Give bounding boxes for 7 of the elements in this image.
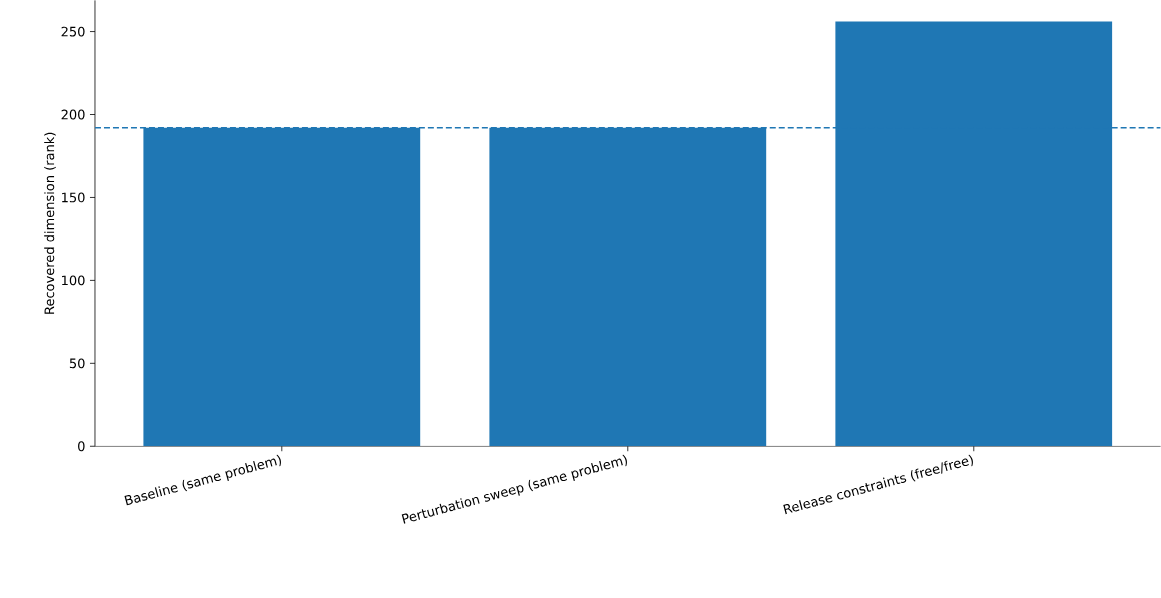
y-tick-label: 250 [61,26,85,37]
y-tick-label: 50 [69,358,85,369]
y-axis-title: Recovered dimension (rank) [44,132,56,314]
y-tick-label: 150 [62,192,85,203]
y-tick-label: 200 [61,109,85,120]
y-tick-label: 100 [62,275,85,286]
y-tick-label: 0 [78,441,85,452]
